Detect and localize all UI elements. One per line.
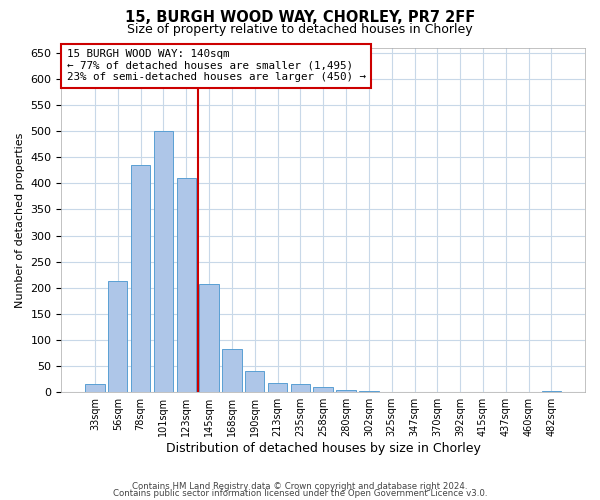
Bar <box>268 383 287 392</box>
Bar <box>108 282 127 392</box>
Bar <box>337 390 356 392</box>
Y-axis label: Number of detached properties: Number of detached properties <box>15 132 25 308</box>
Text: Size of property relative to detached houses in Chorley: Size of property relative to detached ho… <box>127 22 473 36</box>
Text: Contains public sector information licensed under the Open Government Licence v3: Contains public sector information licen… <box>113 490 487 498</box>
Bar <box>154 131 173 392</box>
Text: 15, BURGH WOOD WAY, CHORLEY, PR7 2FF: 15, BURGH WOOD WAY, CHORLEY, PR7 2FF <box>125 10 475 25</box>
Bar <box>222 349 242 392</box>
X-axis label: Distribution of detached houses by size in Chorley: Distribution of detached houses by size … <box>166 442 481 455</box>
Bar <box>245 372 265 392</box>
Bar <box>359 391 379 392</box>
Bar <box>290 384 310 392</box>
Bar <box>199 284 219 392</box>
Bar <box>313 387 333 392</box>
Bar <box>131 165 150 392</box>
Text: 15 BURGH WOOD WAY: 140sqm
← 77% of detached houses are smaller (1,495)
23% of se: 15 BURGH WOOD WAY: 140sqm ← 77% of detac… <box>67 49 365 82</box>
Text: Contains HM Land Registry data © Crown copyright and database right 2024.: Contains HM Land Registry data © Crown c… <box>132 482 468 491</box>
Bar <box>542 390 561 392</box>
Bar <box>176 178 196 392</box>
Bar <box>85 384 104 392</box>
